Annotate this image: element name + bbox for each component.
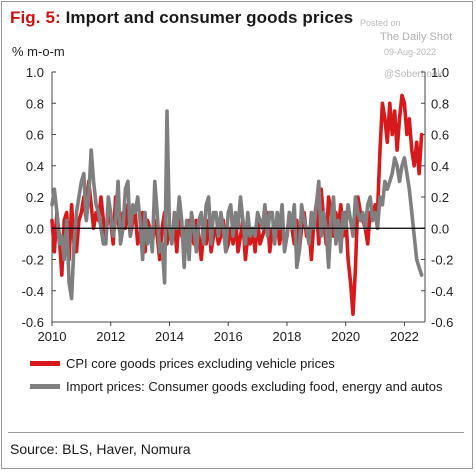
y-tick-label-left: 0.2 <box>26 190 44 205</box>
legend-item-import: Import prices: Consumer goods excluding … <box>30 377 460 396</box>
title-text: Import and consumer goods prices <box>65 8 354 27</box>
watermark-posted: Posted on <box>360 18 401 28</box>
y-tick-label-left: -0.4 <box>22 284 44 299</box>
figure-number: Fig. 5: <box>10 8 61 27</box>
series-line-import <box>50 109 424 301</box>
watermark-date: 09-Aug-2022 <box>384 47 437 57</box>
y-axis-label: % m-o-m <box>12 44 65 59</box>
y-tick-label-right: 0.2 <box>431 190 449 205</box>
y-tick-label-right: -0.2 <box>431 253 453 268</box>
y-tick-label-left: -0.6 <box>22 315 44 330</box>
y-tick-label-right: 0.4 <box>431 159 449 174</box>
watermark-name: The Daily Shot <box>380 31 453 43</box>
y-tick-label-right: 1.0 <box>431 65 449 80</box>
y-tick-label-right: -0.6 <box>431 315 453 330</box>
y-tick-label-left: 0.6 <box>26 128 44 143</box>
x-tick-label: 2016 <box>214 329 243 344</box>
legend-swatch-import <box>30 384 60 389</box>
legend-swatch-cpi <box>30 361 60 366</box>
y-tick-label-left: 0.0 <box>26 221 44 236</box>
x-tick-label: 2012 <box>96 329 125 344</box>
chart-title: Fig. 5: Import and consumer goods prices <box>10 8 353 28</box>
x-tick-label: 2018 <box>272 329 301 344</box>
y-tick-label-right: 0.0 <box>431 221 449 236</box>
y-tick-label-left: -0.2 <box>22 253 44 268</box>
line-chart: 1.0 0.8 0.6 0.4 0.2 0.0 -0.2 -0.4 -0.6 1.0 0.8 0.6 0… <box>22 65 454 344</box>
x-tick-label: 2020 <box>331 329 360 344</box>
x-tick-label: 2014 <box>155 329 184 344</box>
x-tick-label: 2022 <box>390 329 419 344</box>
y-tick-label-right: 0.6 <box>431 128 449 143</box>
legend-label-cpi: CPI core goods prices excluding vehicle … <box>66 356 335 371</box>
y-tick-label-left: 0.4 <box>26 159 44 174</box>
source-divider <box>8 432 464 433</box>
y-tick-label-left: 0.8 <box>26 96 44 111</box>
y-tick-label-right: 0.8 <box>431 96 449 111</box>
legend-item-cpi: CPI core goods prices excluding vehicle … <box>30 354 460 373</box>
x-tick-label: 2010 <box>38 329 67 344</box>
legend: CPI core goods prices excluding vehicle … <box>30 354 460 400</box>
watermark-handle: @SoberLook <box>384 69 443 80</box>
y-tick-label-right: -0.4 <box>431 284 453 299</box>
y-tick-label-left: 1.0 <box>26 65 44 80</box>
legend-label-import: Import prices: Consumer goods excluding … <box>66 379 443 394</box>
source-note: Source: BLS, Haver, Nomura <box>10 441 191 457</box>
